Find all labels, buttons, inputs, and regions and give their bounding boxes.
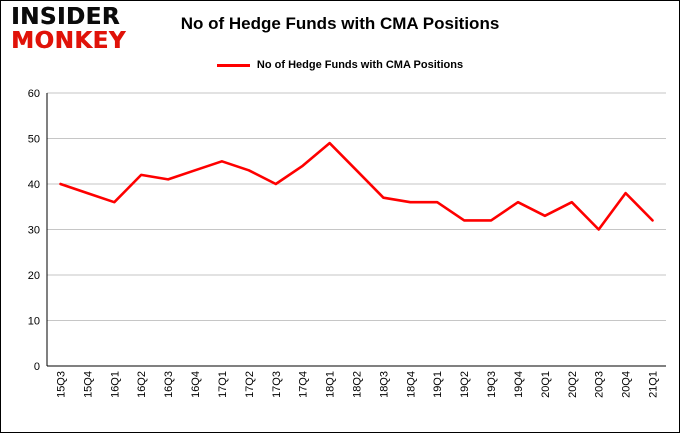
x-axis-tick-label: 16Q3 xyxy=(163,371,175,398)
legend-line-sample xyxy=(216,63,250,67)
y-axis-tick-label: 60 xyxy=(28,88,40,100)
x-axis-tick-label: 18Q4 xyxy=(405,371,417,398)
y-axis-tick-label: 50 xyxy=(28,134,40,146)
x-axis-tick-label: 16Q2 xyxy=(136,371,148,398)
x-axis-tick-label: 17Q4 xyxy=(298,371,310,398)
x-axis-tick-label: 18Q1 xyxy=(325,371,337,398)
logo-text-insider: INSIDER xyxy=(11,4,120,30)
x-axis-tick-label: 17Q2 xyxy=(244,371,256,398)
y-axis-tick-label: 40 xyxy=(28,179,40,191)
y-axis-tick-label: 30 xyxy=(28,225,40,237)
logo-text-monkey: MONKEY xyxy=(11,27,126,54)
x-axis-tick-label: 21Q1 xyxy=(648,371,660,398)
x-axis-tick-label: 18Q3 xyxy=(378,371,390,398)
x-axis-tick-label: 20Q1 xyxy=(540,371,552,398)
insider-monkey-logo: INSIDER MONKEY xyxy=(11,4,126,54)
legend-label: No of Hedge Funds with CMA Positions xyxy=(256,59,464,71)
chart-title: No of Hedge Funds with CMA Positions xyxy=(180,14,500,33)
x-axis-tick-label: 15Q4 xyxy=(82,371,94,398)
x-axis-tick-label: 19Q1 xyxy=(432,371,444,398)
x-axis-tick-label: 18Q2 xyxy=(352,371,364,398)
x-axis-tick-label: 17Q1 xyxy=(217,371,229,398)
x-axis-tick-label: 19Q4 xyxy=(513,371,525,398)
x-axis-tick-label: 16Q4 xyxy=(190,371,202,398)
x-axis-tick-label: 19Q3 xyxy=(486,371,498,398)
x-axis-tick-label: 17Q3 xyxy=(271,371,283,398)
x-axis-tick-label: 15Q3 xyxy=(55,371,67,398)
x-axis-tick-label: 20Q3 xyxy=(594,371,606,398)
x-axis-tick-label: 16Q1 xyxy=(109,371,121,398)
y-axis-tick-label: 0 xyxy=(34,361,40,373)
y-axis-tick-label: 20 xyxy=(28,270,40,282)
x-axis-tick-label: 19Q2 xyxy=(459,371,471,398)
y-axis-tick-label: 10 xyxy=(28,316,40,328)
x-axis-tick-label: 20Q4 xyxy=(621,371,633,398)
series-line xyxy=(59,141,654,231)
legend: No of Hedge Funds with CMA Positions xyxy=(1,59,679,71)
x-axis-tick-label: 20Q2 xyxy=(567,371,579,398)
